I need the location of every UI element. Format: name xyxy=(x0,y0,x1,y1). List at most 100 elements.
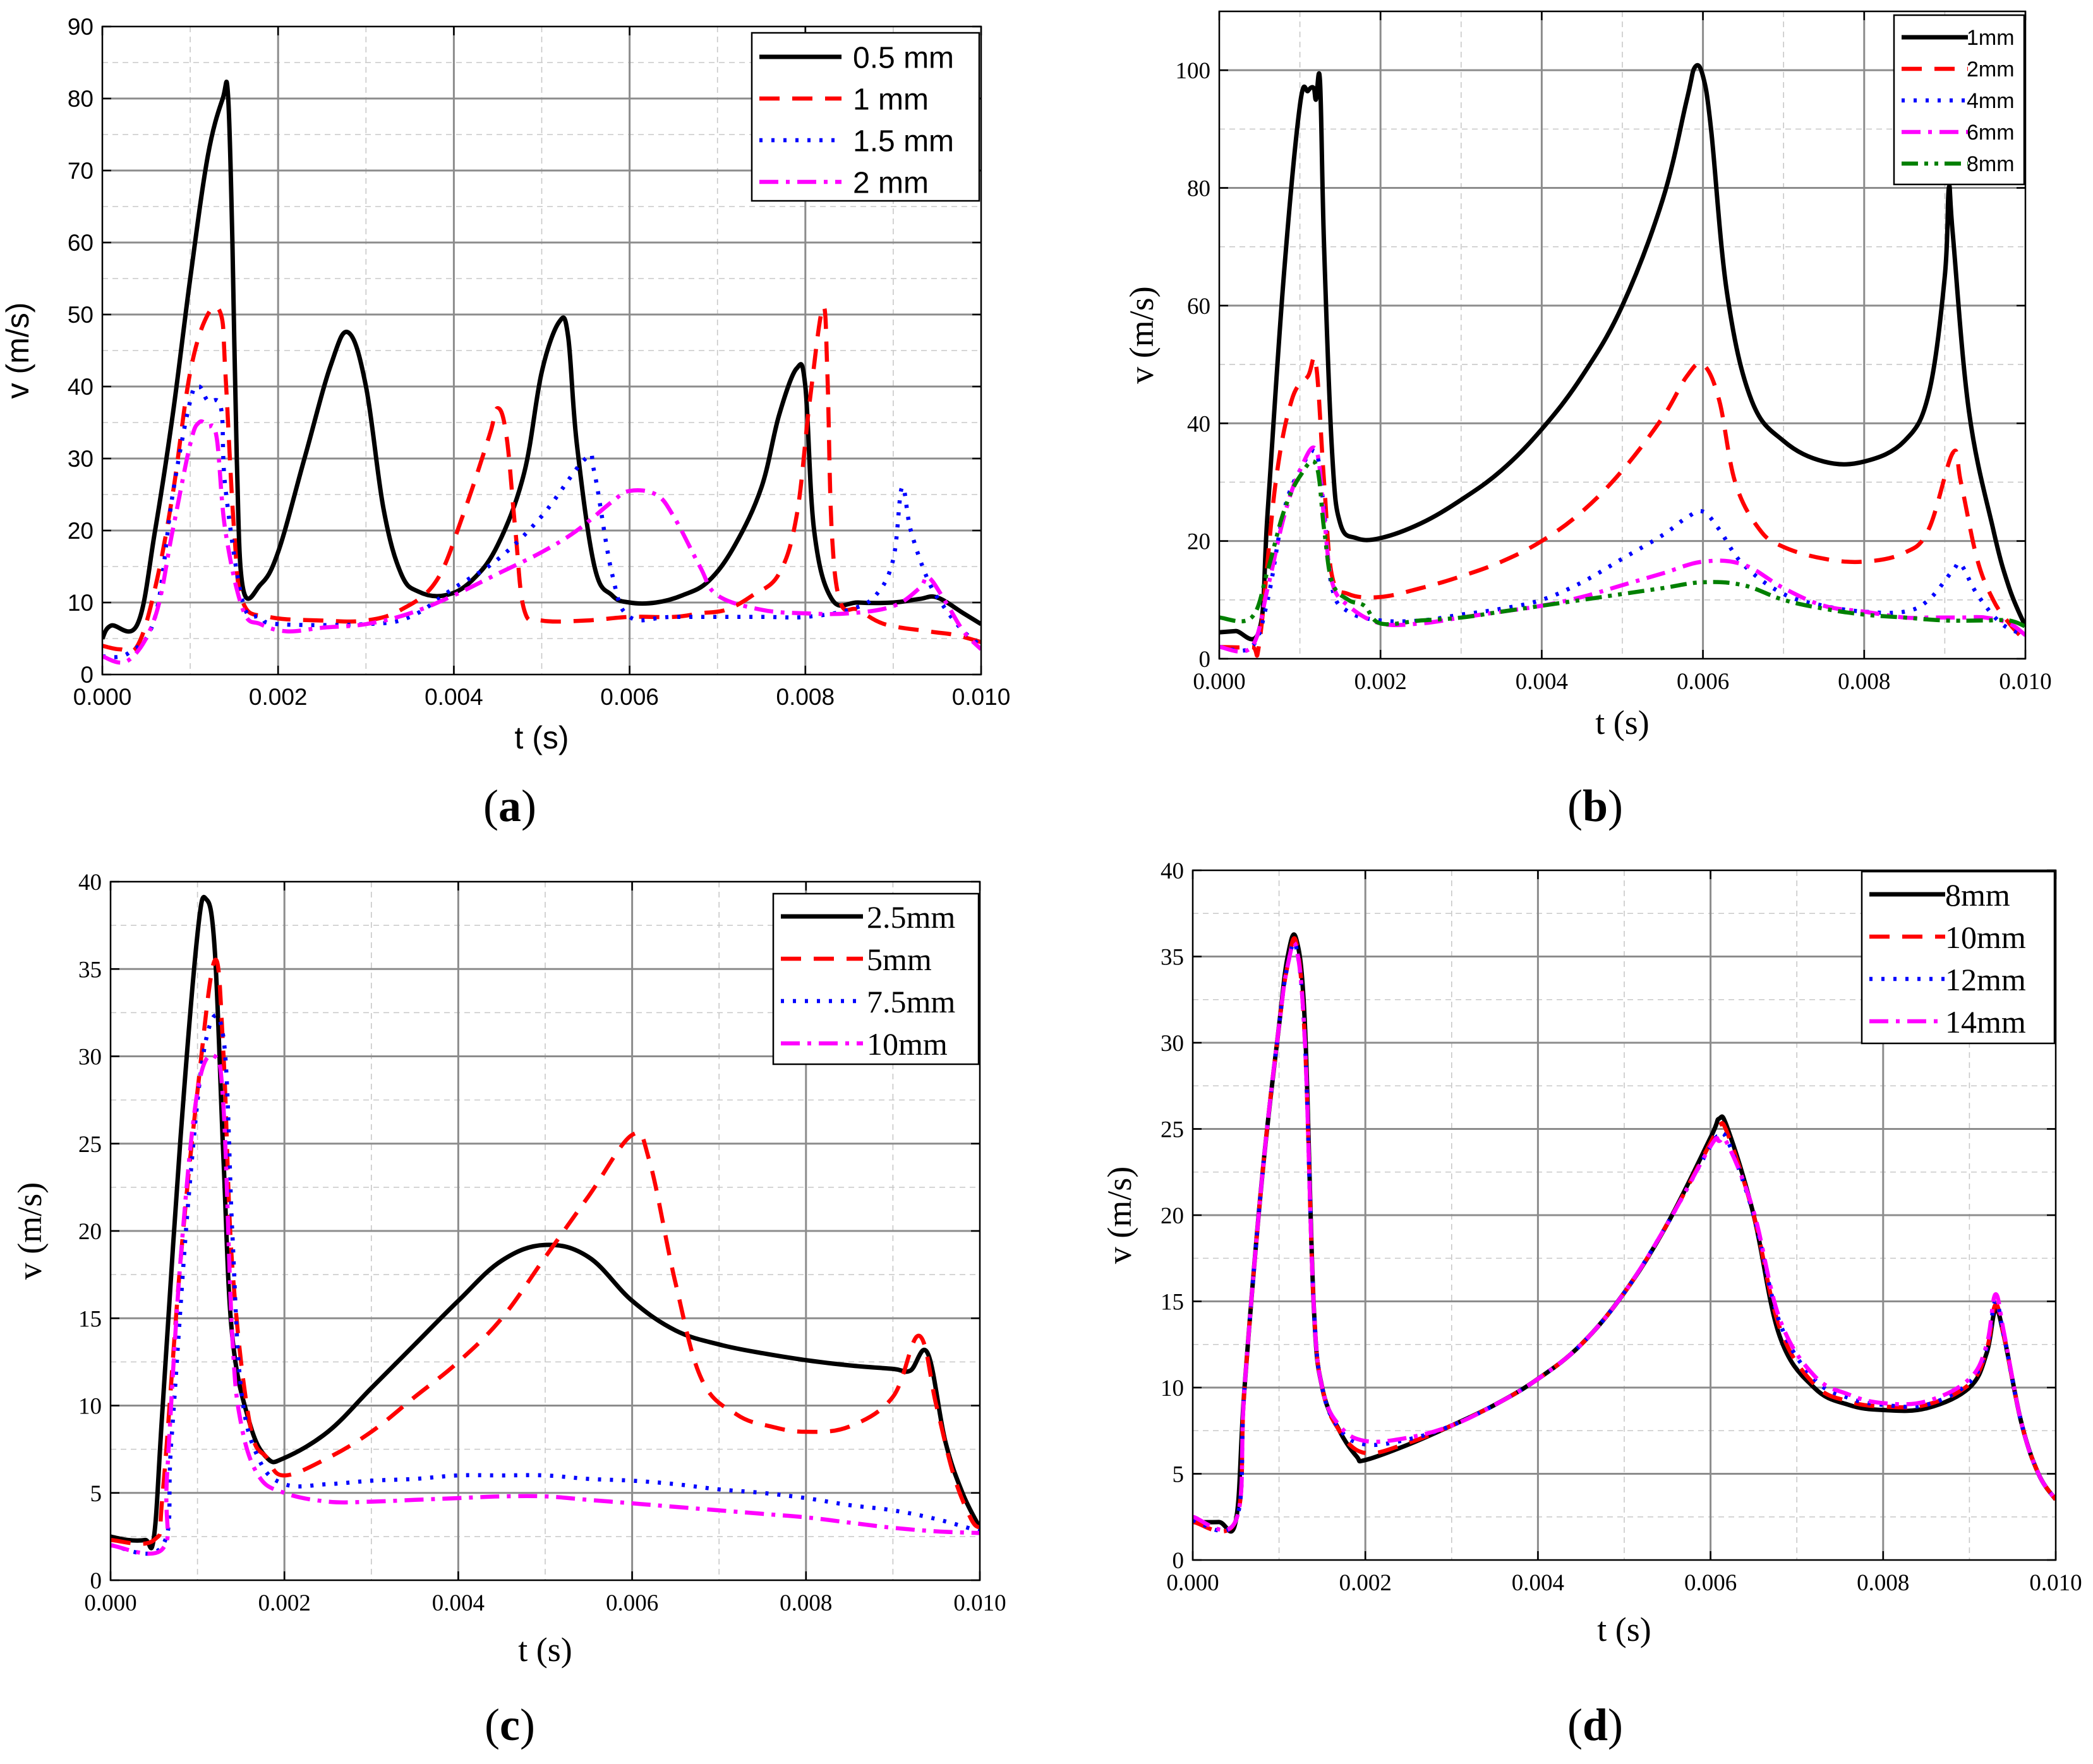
legend-label: 8mm xyxy=(1945,877,2010,913)
panel-b: 0.000 0.002 0.004 0.006 0.008 0.010 0 20 40 60 80 1… xyxy=(1123,10,2052,741)
legend-label: 12mm xyxy=(1945,962,2026,997)
y-tick-label: 20 xyxy=(68,518,93,544)
series-line-1mm xyxy=(1219,63,2025,642)
x-tick-label: 0.006 xyxy=(1677,669,1729,695)
y-tick-label: 60 xyxy=(68,230,93,256)
series-line-2mm xyxy=(102,419,981,665)
x-tick-label: 0.010 xyxy=(952,684,1011,710)
x-tick-label: 0.000 xyxy=(1193,669,1245,695)
x-tick-label: 0.010 xyxy=(2029,1570,2082,1596)
y-tick-label: 70 xyxy=(68,158,93,184)
y-tick-label: 40 xyxy=(78,870,102,896)
legend-box xyxy=(751,32,980,202)
x-tick-label: 0.000 xyxy=(84,1590,136,1616)
panel-label-d: (d) xyxy=(1567,1700,1623,1750)
series-group xyxy=(1219,63,2025,658)
legend-label: 5mm xyxy=(867,942,932,977)
legend-label: 10mm xyxy=(1945,920,2026,955)
x-tick-label: 0.008 xyxy=(1857,1570,1909,1596)
plot-frame xyxy=(101,25,982,676)
x-tick-label: 0.004 xyxy=(1512,1570,1564,1596)
x-axis-title: t (s) xyxy=(518,1631,572,1669)
x-tick-label: 0.006 xyxy=(1684,1570,1737,1596)
y-tick-label: 35 xyxy=(78,957,102,983)
x-axis-title: t (s) xyxy=(1595,704,1649,741)
series-line-2mm xyxy=(1219,355,2025,658)
y-tick-label: 90 xyxy=(68,14,93,40)
legend: 8mm 10mm 12mm 14mm xyxy=(1861,870,2056,1045)
y-tick-label: 10 xyxy=(1161,1376,1184,1401)
series-line-7-5mm xyxy=(111,1013,980,1556)
x-tick-label: 0.008 xyxy=(776,684,835,710)
y-tick-label: 0 xyxy=(80,662,93,688)
y-tick-label: 40 xyxy=(1161,858,1184,884)
y-tick-label: 0 xyxy=(90,1568,102,1594)
y-tick-label: 5 xyxy=(90,1481,102,1507)
y-tick-label: 20 xyxy=(1161,1203,1184,1229)
series-line-14mm xyxy=(1193,940,2056,1532)
y-tick-label: 0 xyxy=(1173,1548,1185,1574)
y-axis-title: v (m/s) xyxy=(0,303,35,399)
x-tick-label: 0.004 xyxy=(1516,669,1568,695)
y-tick-label: 10 xyxy=(78,1394,102,1420)
y-tick-label: 20 xyxy=(78,1219,102,1245)
y-tick-label: 5 xyxy=(1173,1462,1185,1488)
y-tick-label: 40 xyxy=(68,374,93,400)
legend-label: 2.5mm xyxy=(867,899,955,935)
legend-box xyxy=(1861,870,2056,1045)
y-tick-label: 60 xyxy=(1187,294,1210,320)
legend: 1mm 2mm 4mm 6mm 8mm xyxy=(1893,14,2025,186)
x-axis-title: t (s) xyxy=(514,720,569,755)
x-tick-label: 0.002 xyxy=(1339,1570,1392,1596)
y-tick-label: 30 xyxy=(1161,1031,1184,1057)
x-tick-label: 0.002 xyxy=(1354,669,1407,695)
series-line-10mm xyxy=(111,1053,980,1556)
legend-label: 7.5mm xyxy=(867,984,955,1019)
y-tick-label: 15 xyxy=(1161,1290,1184,1316)
legend-label: 6mm xyxy=(1967,121,2015,145)
y-tick-label: 100 xyxy=(1176,58,1211,84)
panel-label-a: (a) xyxy=(483,781,536,831)
x-tick-label: 0.004 xyxy=(425,684,483,710)
series-group xyxy=(1193,932,2056,1534)
y-tick-label: 50 xyxy=(68,302,93,328)
y-tick-label: 15 xyxy=(78,1306,102,1332)
y-tick-label: 80 xyxy=(68,86,93,112)
legend-label: 4mm xyxy=(1967,89,2015,113)
y-tick-label: 40 xyxy=(1187,411,1210,437)
legend-box xyxy=(772,892,980,1065)
y-tick-label: 35 xyxy=(1161,945,1184,971)
legend-label: 10mm xyxy=(867,1026,948,1062)
x-tick-label: 0.002 xyxy=(249,684,308,710)
y-tick-label: 0 xyxy=(1199,647,1211,673)
legend-label: 14mm xyxy=(1945,1004,2026,1040)
series-line-1mm xyxy=(102,304,981,654)
series-group xyxy=(111,894,980,1556)
x-tick-label: 0.002 xyxy=(258,1590,311,1616)
legend-label: 2mm xyxy=(1967,57,2015,81)
series-group xyxy=(102,80,981,665)
panel-d: 0.000 0.002 0.004 0.006 0.008 0.010 0 5 10 15 20 25… xyxy=(1101,858,2082,1648)
y-tick-label: 30 xyxy=(78,1045,102,1071)
series-line-4mm xyxy=(1219,448,2025,653)
series-line-8mm xyxy=(1219,459,2025,628)
y-axis-title: v (m/s) xyxy=(11,1182,49,1280)
legend: 0.5 mm 1 mm 1.5 mm 2 mm xyxy=(751,32,980,202)
legend-label: 2 mm xyxy=(853,166,929,200)
plot-frame xyxy=(1218,10,2027,660)
y-tick-label: 80 xyxy=(1187,176,1210,202)
y-tick-label: 25 xyxy=(1161,1117,1184,1143)
panel-c: 0.000 0.002 0.004 0.006 0.008 0.010 0 5 10 15 20 25… xyxy=(11,870,1006,1669)
panel-label-c: (c) xyxy=(485,1700,535,1750)
panel-a: 0.000 0.002 0.004 0.006 0.008 0.010 0 10 20 30 40 5… xyxy=(0,14,1010,755)
legend-label: 8mm xyxy=(1967,152,2015,176)
y-tick-label: 25 xyxy=(78,1132,102,1158)
series-line-2-5mm xyxy=(111,894,980,1551)
y-tick-label: 20 xyxy=(1187,529,1210,555)
x-tick-label: 0.008 xyxy=(1838,669,1890,695)
x-tick-label: 0.010 xyxy=(1999,669,2051,695)
legend: 2.5mm 5mm 7.5mm 10mm xyxy=(772,892,980,1065)
y-tick-label: 10 xyxy=(68,590,93,616)
x-tick-label: 0.000 xyxy=(1166,1570,1219,1596)
series-line-0-5mm xyxy=(102,80,981,640)
